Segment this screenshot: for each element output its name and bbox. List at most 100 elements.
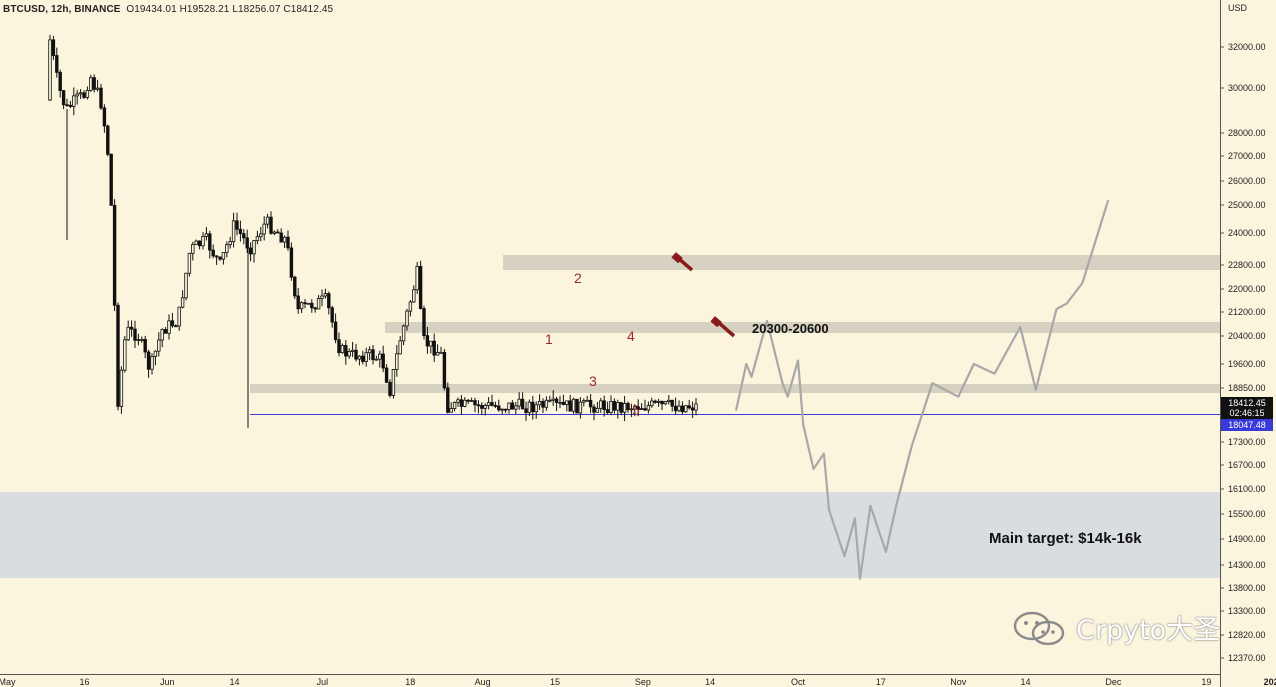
wave-label-3: 3	[589, 373, 597, 389]
candle-body	[133, 328, 137, 341]
candle-body	[211, 249, 215, 257]
candle-body	[548, 399, 552, 402]
wave-label-1: 1	[545, 331, 553, 347]
candle-body	[656, 400, 661, 403]
y-tick-label: 12370.00	[1228, 653, 1266, 663]
candle-body	[435, 352, 440, 356]
candle-body	[208, 233, 212, 251]
candle-body	[364, 352, 368, 362]
candle-body	[531, 401, 535, 413]
candle-body	[279, 232, 283, 243]
y-tick-label: 12820.00	[1228, 630, 1266, 640]
candle-body	[605, 409, 610, 413]
candle-body	[578, 401, 583, 414]
candle-body	[609, 401, 613, 413]
candle-body	[391, 369, 396, 396]
candle-body	[565, 400, 569, 405]
candle-body	[415, 265, 419, 291]
y-tick-label: 22800.00	[1228, 260, 1266, 270]
watermark: Crpyto大圣	[1012, 608, 1220, 647]
candle-body	[174, 325, 178, 328]
candle-body	[486, 402, 491, 406]
candle-body	[633, 406, 637, 410]
candle-body	[582, 400, 586, 403]
candle-body	[286, 236, 290, 249]
candle-body	[619, 402, 623, 413]
y-tick-label: 13800.00	[1228, 583, 1266, 593]
candle-body	[102, 107, 107, 127]
candle-body	[82, 92, 86, 98]
x-tick-label: 18	[405, 677, 415, 687]
candle-body	[687, 405, 691, 409]
candle-body	[357, 355, 362, 360]
target-label: Main target: $14k-16k	[989, 530, 1142, 547]
candle-body	[616, 402, 620, 411]
candle-body	[534, 404, 538, 413]
candle-body	[490, 402, 494, 406]
candle-body	[252, 240, 256, 255]
watermark-text: Crpyto大圣	[1076, 615, 1221, 646]
candle-body	[469, 400, 474, 402]
candle-body	[150, 356, 154, 370]
x-tick-label: Oct	[791, 677, 806, 687]
candle-body	[89, 77, 93, 91]
chart-header: BTCUSD, 12h, BINANCE O19434.01 H19528.21…	[3, 4, 333, 15]
candle-body	[167, 320, 171, 334]
candle-body	[282, 236, 287, 243]
candle-body	[51, 39, 56, 56]
wave-label-5: 5	[632, 402, 640, 418]
y-tick-label: 28000.00	[1228, 128, 1266, 138]
candle-body	[401, 325, 406, 342]
candle-body	[602, 400, 606, 411]
candle-body	[225, 244, 229, 253]
candle-body	[551, 398, 555, 401]
candle-body	[388, 381, 392, 396]
candle-body	[218, 256, 222, 260]
x-tick-label: Sep	[635, 677, 651, 687]
projection-path	[734, 199, 1110, 580]
candle-body	[527, 401, 532, 413]
candle-body	[418, 265, 423, 309]
candle-body	[408, 301, 413, 312]
wave-label-4: 4	[627, 328, 635, 344]
candle-body	[466, 399, 470, 402]
candles-group	[48, 34, 698, 428]
candle-body	[289, 247, 294, 278]
candle-body	[350, 349, 355, 352]
candle-body	[425, 335, 430, 347]
candle-body	[170, 320, 175, 327]
candle-body	[670, 399, 674, 407]
candle-body	[663, 401, 668, 405]
candle-body	[316, 298, 321, 310]
candle-body	[180, 297, 185, 308]
candle-body	[140, 339, 144, 341]
candle-body	[61, 90, 66, 106]
candle-body	[694, 403, 698, 411]
candle-body	[293, 276, 297, 297]
candle-body	[221, 252, 226, 260]
candle-body	[163, 329, 168, 334]
candle-body	[568, 400, 572, 412]
countdown: 02:46:15	[1229, 408, 1265, 418]
candle-body	[187, 252, 192, 274]
candle-body	[340, 345, 345, 354]
x-tick-label: May	[0, 677, 16, 687]
candle-body	[422, 308, 426, 336]
candle-body	[248, 247, 253, 255]
candle-body	[405, 310, 409, 327]
candle-body	[558, 401, 562, 404]
candle-body	[143, 339, 147, 353]
y-tick-label: 18850.00	[1228, 383, 1266, 393]
candle-body	[75, 93, 79, 97]
candle-body	[381, 353, 385, 369]
candle-body	[177, 306, 181, 327]
candle-body	[449, 408, 453, 413]
candle-body	[55, 55, 59, 73]
x-tick-label: 15	[550, 677, 560, 687]
candle-body	[517, 398, 521, 407]
candle-body	[276, 231, 280, 234]
x-tick-label: 2023	[1264, 677, 1276, 687]
candle-body	[320, 295, 324, 299]
candle-body	[262, 223, 266, 235]
